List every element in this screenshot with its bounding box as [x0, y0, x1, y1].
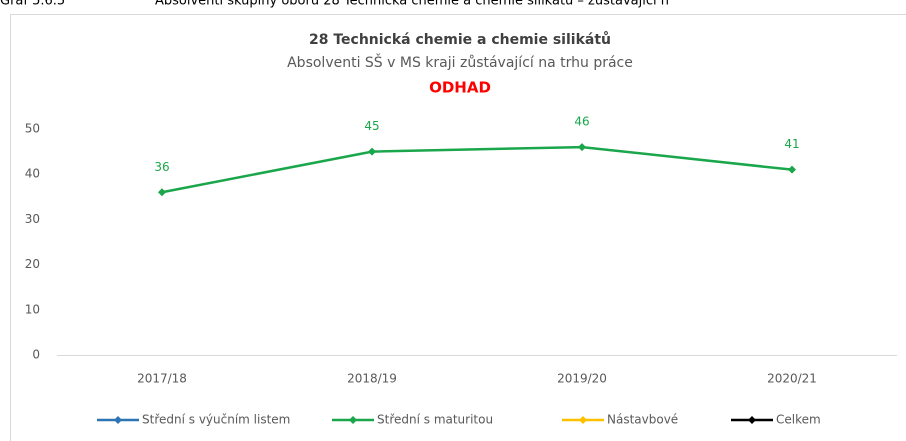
legend-label: Nástavbové — [607, 413, 678, 427]
data-label: 36 — [154, 160, 169, 174]
annotation: ODHAD — [429, 79, 491, 97]
legend-marker — [349, 416, 357, 424]
chart-title: 28 Technická chemie a chemie silikátů — [309, 31, 611, 48]
point-marker — [368, 147, 376, 156]
data-label: 45 — [364, 119, 379, 133]
caption-text: Absolventi skupiny oborů 28 Technická ch… — [155, 0, 669, 9]
legend-label: Střední s výučním listem — [142, 413, 290, 427]
point-marker — [158, 188, 166, 197]
y-tick-label: 0 — [32, 348, 40, 362]
legend-marker — [114, 416, 122, 424]
x-tick-label: 2018/19 — [347, 372, 397, 386]
y-tick-label: 40 — [25, 167, 40, 181]
legend-marker — [579, 416, 587, 424]
x-tick-label: 2019/20 — [557, 372, 607, 386]
data-label: 41 — [784, 137, 799, 151]
point-marker — [578, 143, 586, 152]
y-tick-label: 50 — [25, 122, 40, 136]
caption-number: Graf 5.6.5 — [0, 0, 65, 9]
data-label: 46 — [574, 115, 589, 129]
series-line — [161, 145, 793, 194]
chart-border — [10, 14, 906, 441]
y-tick-label: 10 — [25, 302, 40, 316]
x-tick-label: 2017/18 — [137, 372, 187, 386]
chart-subtitle: Absolventi SŠ v MS kraji zůstávající na … — [287, 53, 633, 71]
legend-label: Střední s maturitou — [377, 413, 493, 427]
legend-marker — [748, 416, 756, 424]
point-marker — [788, 165, 796, 174]
legend-label: Celkem — [776, 413, 821, 427]
y-tick-label: 30 — [25, 212, 40, 226]
y-tick-label: 20 — [25, 257, 40, 271]
x-tick-label: 2020/21 — [767, 372, 817, 386]
